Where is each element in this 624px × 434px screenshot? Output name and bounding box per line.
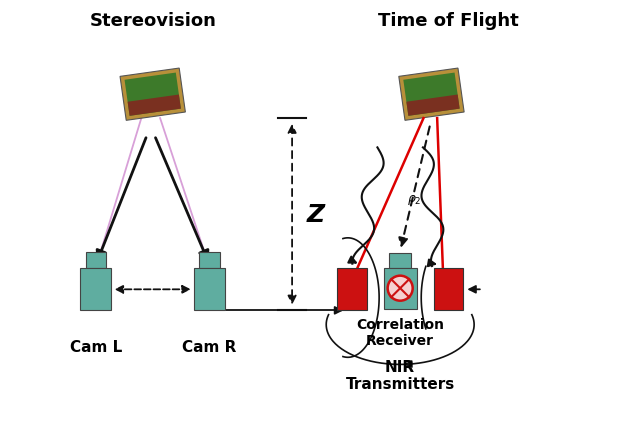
Polygon shape — [399, 69, 464, 121]
FancyBboxPatch shape — [389, 254, 411, 268]
Text: Cam L: Cam L — [70, 339, 122, 354]
Polygon shape — [128, 95, 181, 117]
FancyBboxPatch shape — [384, 268, 417, 309]
Polygon shape — [403, 73, 460, 117]
FancyBboxPatch shape — [434, 268, 464, 311]
Text: Z: Z — [306, 203, 324, 227]
Polygon shape — [125, 73, 181, 117]
Text: Cam R: Cam R — [182, 339, 236, 354]
FancyBboxPatch shape — [85, 252, 106, 268]
Text: Stereovision: Stereovision — [89, 12, 216, 30]
FancyBboxPatch shape — [200, 252, 220, 268]
FancyBboxPatch shape — [194, 268, 225, 311]
Text: $\rho_2$: $\rho_2$ — [407, 192, 422, 206]
Text: Time of Flight: Time of Flight — [378, 12, 519, 30]
FancyBboxPatch shape — [80, 268, 112, 311]
FancyBboxPatch shape — [337, 268, 367, 311]
Polygon shape — [406, 95, 460, 117]
Polygon shape — [120, 69, 185, 121]
Circle shape — [388, 276, 412, 301]
Text: Correlation
Receiver: Correlation Receiver — [356, 317, 444, 348]
Text: NIR
Transmitters: NIR Transmitters — [346, 359, 455, 391]
